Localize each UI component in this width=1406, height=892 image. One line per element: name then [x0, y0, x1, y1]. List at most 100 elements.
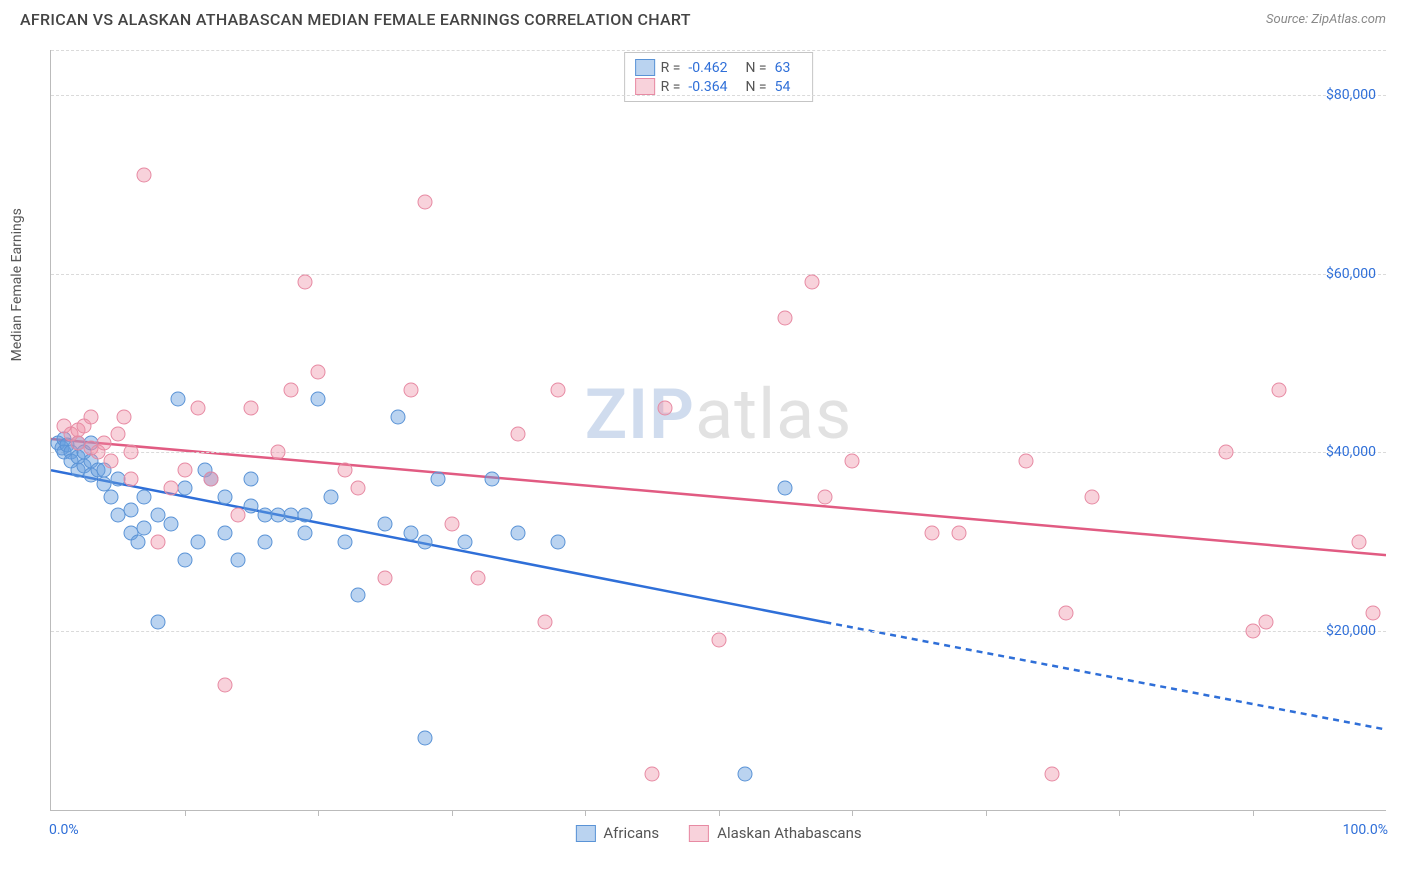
data-point: [1352, 534, 1367, 549]
y-tick-label: $40,000: [1326, 444, 1376, 460]
gridline: [51, 274, 1386, 275]
data-point: [297, 275, 312, 290]
chart-source: Source: ZipAtlas.com: [1266, 12, 1386, 27]
data-point: [124, 472, 139, 487]
data-point: [204, 472, 219, 487]
data-point: [190, 400, 205, 415]
x-tick: [452, 810, 453, 816]
data-point: [230, 507, 245, 522]
data-point: [377, 516, 392, 531]
data-point: [351, 481, 366, 496]
data-point: [925, 525, 940, 540]
data-point: [484, 472, 499, 487]
y-axis-label: Median Female Earnings: [9, 208, 25, 361]
x-tick: [1253, 810, 1254, 816]
data-point: [97, 436, 112, 451]
data-point: [511, 525, 526, 540]
data-point: [270, 445, 285, 460]
data-point: [377, 570, 392, 585]
stats-row-athabascans: R = -0.364 N = 54: [635, 78, 803, 95]
data-point: [845, 454, 860, 469]
data-point: [818, 490, 833, 505]
x-tick: [852, 810, 853, 816]
data-point: [124, 503, 139, 518]
data-point: [137, 490, 152, 505]
data-point: [1058, 606, 1073, 621]
y-tick-label: $60,000: [1326, 266, 1376, 282]
gridline: [51, 95, 1386, 96]
plot-area: Median Female Earnings ZIPatlas R = -0.4…: [50, 50, 1386, 811]
data-point: [778, 481, 793, 496]
x-min-label: 0.0%: [49, 822, 79, 838]
watermark: ZIPatlas: [585, 374, 853, 456]
data-point: [444, 516, 459, 531]
gridline: [51, 452, 1386, 453]
data-point: [471, 570, 486, 585]
legend-swatch-africans: [575, 825, 595, 842]
data-point: [404, 525, 419, 540]
x-tick: [318, 810, 319, 816]
data-point: [711, 633, 726, 648]
data-point: [337, 463, 352, 478]
data-point: [104, 490, 119, 505]
stats-row-africans: R = -0.462 N = 63: [635, 59, 803, 76]
data-point: [431, 472, 446, 487]
data-point: [297, 507, 312, 522]
data-point: [551, 534, 566, 549]
data-point: [230, 552, 245, 567]
data-point: [177, 463, 192, 478]
data-point: [257, 534, 272, 549]
x-tick: [1119, 810, 1120, 816]
data-point: [337, 534, 352, 549]
data-point: [311, 391, 326, 406]
data-point: [177, 481, 192, 496]
swatch-africans: [635, 59, 655, 76]
y-tick-label: $80,000: [1326, 87, 1376, 103]
data-point: [217, 490, 232, 505]
data-point: [1258, 615, 1273, 630]
data-point: [1218, 445, 1233, 460]
data-point: [284, 382, 299, 397]
data-point: [417, 195, 432, 210]
data-point: [164, 481, 179, 496]
data-point: [391, 409, 406, 424]
data-point: [324, 490, 339, 505]
data-point: [217, 677, 232, 692]
data-point: [124, 445, 139, 460]
data-point: [170, 391, 185, 406]
data-point: [457, 534, 472, 549]
data-point: [217, 525, 232, 540]
data-point: [164, 516, 179, 531]
x-tick: [585, 810, 586, 816]
data-point: [84, 409, 99, 424]
legend-item-africans: Africans: [575, 824, 659, 842]
trend-lines: [51, 50, 1386, 810]
chart-title: AFRICAN VS ALASKAN ATHABASCAN MEDIAN FEM…: [20, 10, 691, 29]
data-point: [511, 427, 526, 442]
legend-swatch-athabascans: [689, 825, 709, 842]
legend-item-athabascans: Alaskan Athabascans: [689, 824, 861, 842]
data-point: [137, 521, 152, 536]
data-point: [297, 525, 312, 540]
data-point: [738, 767, 753, 782]
data-point: [1085, 490, 1100, 505]
data-point: [537, 615, 552, 630]
data-point: [110, 427, 125, 442]
data-point: [417, 731, 432, 746]
data-point: [1272, 382, 1287, 397]
chart-container: AFRICAN VS ALASKAN ATHABASCAN MEDIAN FEM…: [0, 0, 1406, 892]
data-point: [150, 615, 165, 630]
data-point: [644, 767, 659, 782]
data-point: [311, 364, 326, 379]
data-point: [404, 382, 419, 397]
gridline: [51, 50, 1386, 51]
y-tick-label: $20,000: [1326, 623, 1376, 639]
data-point: [1245, 624, 1260, 639]
data-point: [150, 507, 165, 522]
x-tick: [719, 810, 720, 816]
x-tick: [185, 810, 186, 816]
chart-header: AFRICAN VS ALASKAN ATHABASCAN MEDIAN FEM…: [0, 0, 1406, 35]
legend: Africans Alaskan Athabascans: [575, 824, 861, 842]
data-point: [244, 499, 259, 514]
data-point: [130, 534, 145, 549]
